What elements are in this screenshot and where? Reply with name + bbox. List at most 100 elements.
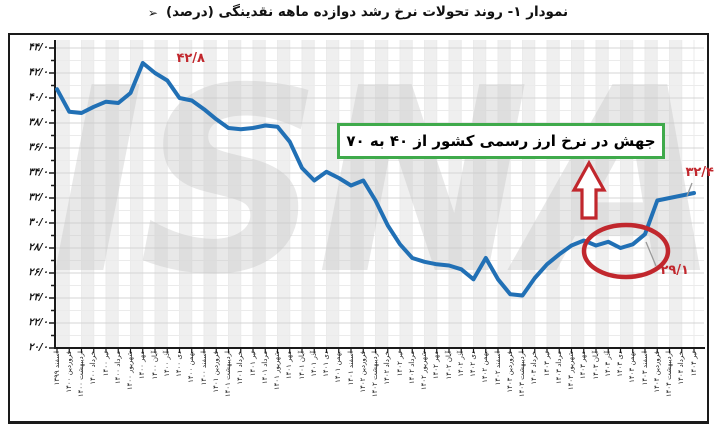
grid-band [277,40,290,348]
y-axis-tick-label: ۳۸/۰ [28,116,48,128]
grid-band [400,40,413,348]
x-axis-tick-label: خرداد ۱۴۰۳ [530,351,539,385]
x-axis-tick-label: فروردین ۱۴۰۳ [505,351,514,393]
x-axis-tick-label: تیر ۱۴۰۲ [395,351,404,377]
y-axis-tick-label: ۴۴/۰ [28,41,48,53]
grid-band [620,40,633,348]
grid-band [253,40,266,348]
grid-band [498,40,511,348]
y-axis-tick-label: ۴۲/۰ [28,66,48,78]
x-axis-tick-label: اسفند ۱۳۹۹ [52,351,61,386]
title-arrow-bullet-icon: ➢ [147,6,158,20]
x-axis-tick-label: مهر ۱۴۰۰ [138,351,147,380]
x-axis-tick-label: بهمن ۱۴۰۳ [628,351,637,383]
x-axis-tick-label: آبان ۱۴۰۰ [150,351,159,380]
x-axis-tick-label: اردیبهشت ۱۴۰۱ [224,351,232,398]
grid-band [375,40,388,348]
x-axis-tick-label: خرداد ۱۴۰۲ [383,351,392,385]
x-axis-tick-label: مرداد ۱۴۰۲ [407,351,416,385]
y-axis-tick-label: ۳۴/۰ [28,166,48,178]
y-axis-tick-label: ۳۶/۰ [28,141,48,153]
grid-band [449,40,462,348]
x-axis-tick-label: بهمن ۱۴۰۱ [334,351,343,383]
x-axis-tick-label: اردیبهشت ۱۴۰۳ [518,351,526,398]
peak-value-annotation: ۴۲/۸ [176,51,205,66]
x-axis-tick-label: خرداد ۱۴۰۰ [89,351,98,385]
x-axis-tick-label: شهریور ۱۴۰۰ [126,351,134,391]
x-axis-tick-label: دی ۱۴۰۳ [616,351,624,377]
x-axis-tick-label: مهر ۱۴۰۳ [579,351,588,380]
x-axis-tick-label: آذر ۱۴۰۰ [162,351,171,377]
x-axis-tick-label: آبان ۱۴۰۲ [444,351,453,380]
x-axis-tick-label: آذر ۱۴۰۲ [456,351,465,377]
grid-band [547,40,560,348]
chart-title-row: ➢ نمودار ۱- روند تحولات نرخ رشد دوازده م… [0,4,716,20]
pre-jump-label-leader-line [645,241,657,267]
x-axis-tick-label: اردیبهشت ۱۴۰۰ [77,351,85,398]
x-axis-tick-label: آبان ۱۴۰۱ [297,351,306,380]
x-axis-tick-label: تیر ۱۴۰۱ [248,351,257,377]
x-axis-tick-label: تیر ۱۴۰۳ [542,351,551,377]
x-axis-tick-label: بهمن ۱۴۰۰ [187,351,196,383]
x-axis-tick-label: شهریور ۱۴۰۱ [273,351,281,391]
grid-band [571,40,584,348]
grid-band [669,40,682,348]
x-axis-tick-label: اسفند ۱۴۰۲ [493,351,502,386]
x-axis-tick-label: اسفند ۱۴۰۳ [640,351,649,386]
grid-band [179,40,192,348]
isna-watermark: ISNA [50,34,716,331]
grid-band [326,40,339,348]
grid-band [351,40,364,348]
x-axis-tick-label: مرداد ۱۴۰۰ [113,351,122,385]
chart-title: نمودار ۱- روند تحولات نرخ رشد دوازده ماه… [165,4,569,20]
x-axis-tick-label: بهمن ۱۴۰۲ [481,351,490,383]
x-axis-tick-label: تیر ۱۴۰۴ [689,351,698,377]
pre-jump-value-annotation: ۲۹/۱ [660,263,689,278]
grid-band [228,40,241,348]
x-axis-tick-label: فروردین ۱۴۰۰ [64,351,73,393]
y-axis-tick-label: ۲۲/۰ [28,316,48,328]
end-label-leader-line [686,182,693,197]
x-axis-tick-label: فروردین ۱۴۰۱ [211,351,220,393]
axis-ticks [49,47,695,353]
chart-frame [8,33,709,424]
x-axis-tick-label: اردیبهشت ۱۴۰۴ [665,351,673,398]
highlight-ellipse [581,222,671,280]
grid-band [522,40,535,348]
exchange-rate-callout-box: جهش در نرخ ارز رسمی کشور از ۴۰ به ۷۰ [337,123,665,159]
grid-band [57,40,70,348]
x-axis-tick-label: مهر ۱۴۰۱ [285,351,294,380]
x-axis-tick-label: دی ۱۴۰۲ [469,351,477,377]
grid-band [155,40,168,348]
x-axis-tick-label: مرداد ۱۴۰۳ [554,351,563,385]
x-axis-tick-label: آبان ۱۴۰۳ [591,351,600,380]
y-axis-tick-label: ۲۰/۰ [28,341,48,353]
y-axis-tick-label: ۲۶/۰ [28,266,48,278]
y-axis-tick-label: ۲۴/۰ [28,291,48,303]
grid-band [424,40,437,348]
end-value-annotation: ۳۲/۴ [685,165,714,180]
up-arrow-icon [571,159,607,220]
x-axis-tick-label: اسفند ۱۴۰۱ [346,351,355,386]
x-axis-tick-label: فروردین ۱۴۰۴ [652,351,661,393]
x-axis-tick-label: خرداد ۱۴۰۴ [677,351,686,385]
x-axis-tick-label: دی ۱۴۰۰ [175,351,183,377]
y-axis-tick-label: ۳۲/۰ [28,191,48,203]
grid-band [106,40,119,348]
x-axis-tick-label: اردیبهشت ۱۴۰۲ [371,351,379,398]
x-axis-tick-label: تیر ۱۴۰۰ [101,351,110,377]
x-axis-tick-label: مرداد ۱۴۰۱ [260,351,269,385]
grid-band [81,40,94,348]
y-axis-tick-label: ۴۰/۰ [28,91,48,103]
x-axis-tick-label: شهریور ۱۴۰۳ [567,351,575,391]
x-axis-tick-label: شهریور ۱۴۰۲ [420,351,428,391]
x-axis-tick-label: فروردین ۱۴۰۲ [358,351,367,393]
y-axis-tick-label: ۳۰/۰ [28,216,48,228]
x-axis-tick-label: مهر ۱۴۰۲ [432,351,441,380]
y-axis-tick-label: ۲۸/۰ [28,241,48,253]
grid-band [130,40,143,348]
x-axis-tick-label: خرداد ۱۴۰۱ [236,351,245,385]
x-axis-tick-label: دی ۱۴۰۱ [322,351,330,377]
